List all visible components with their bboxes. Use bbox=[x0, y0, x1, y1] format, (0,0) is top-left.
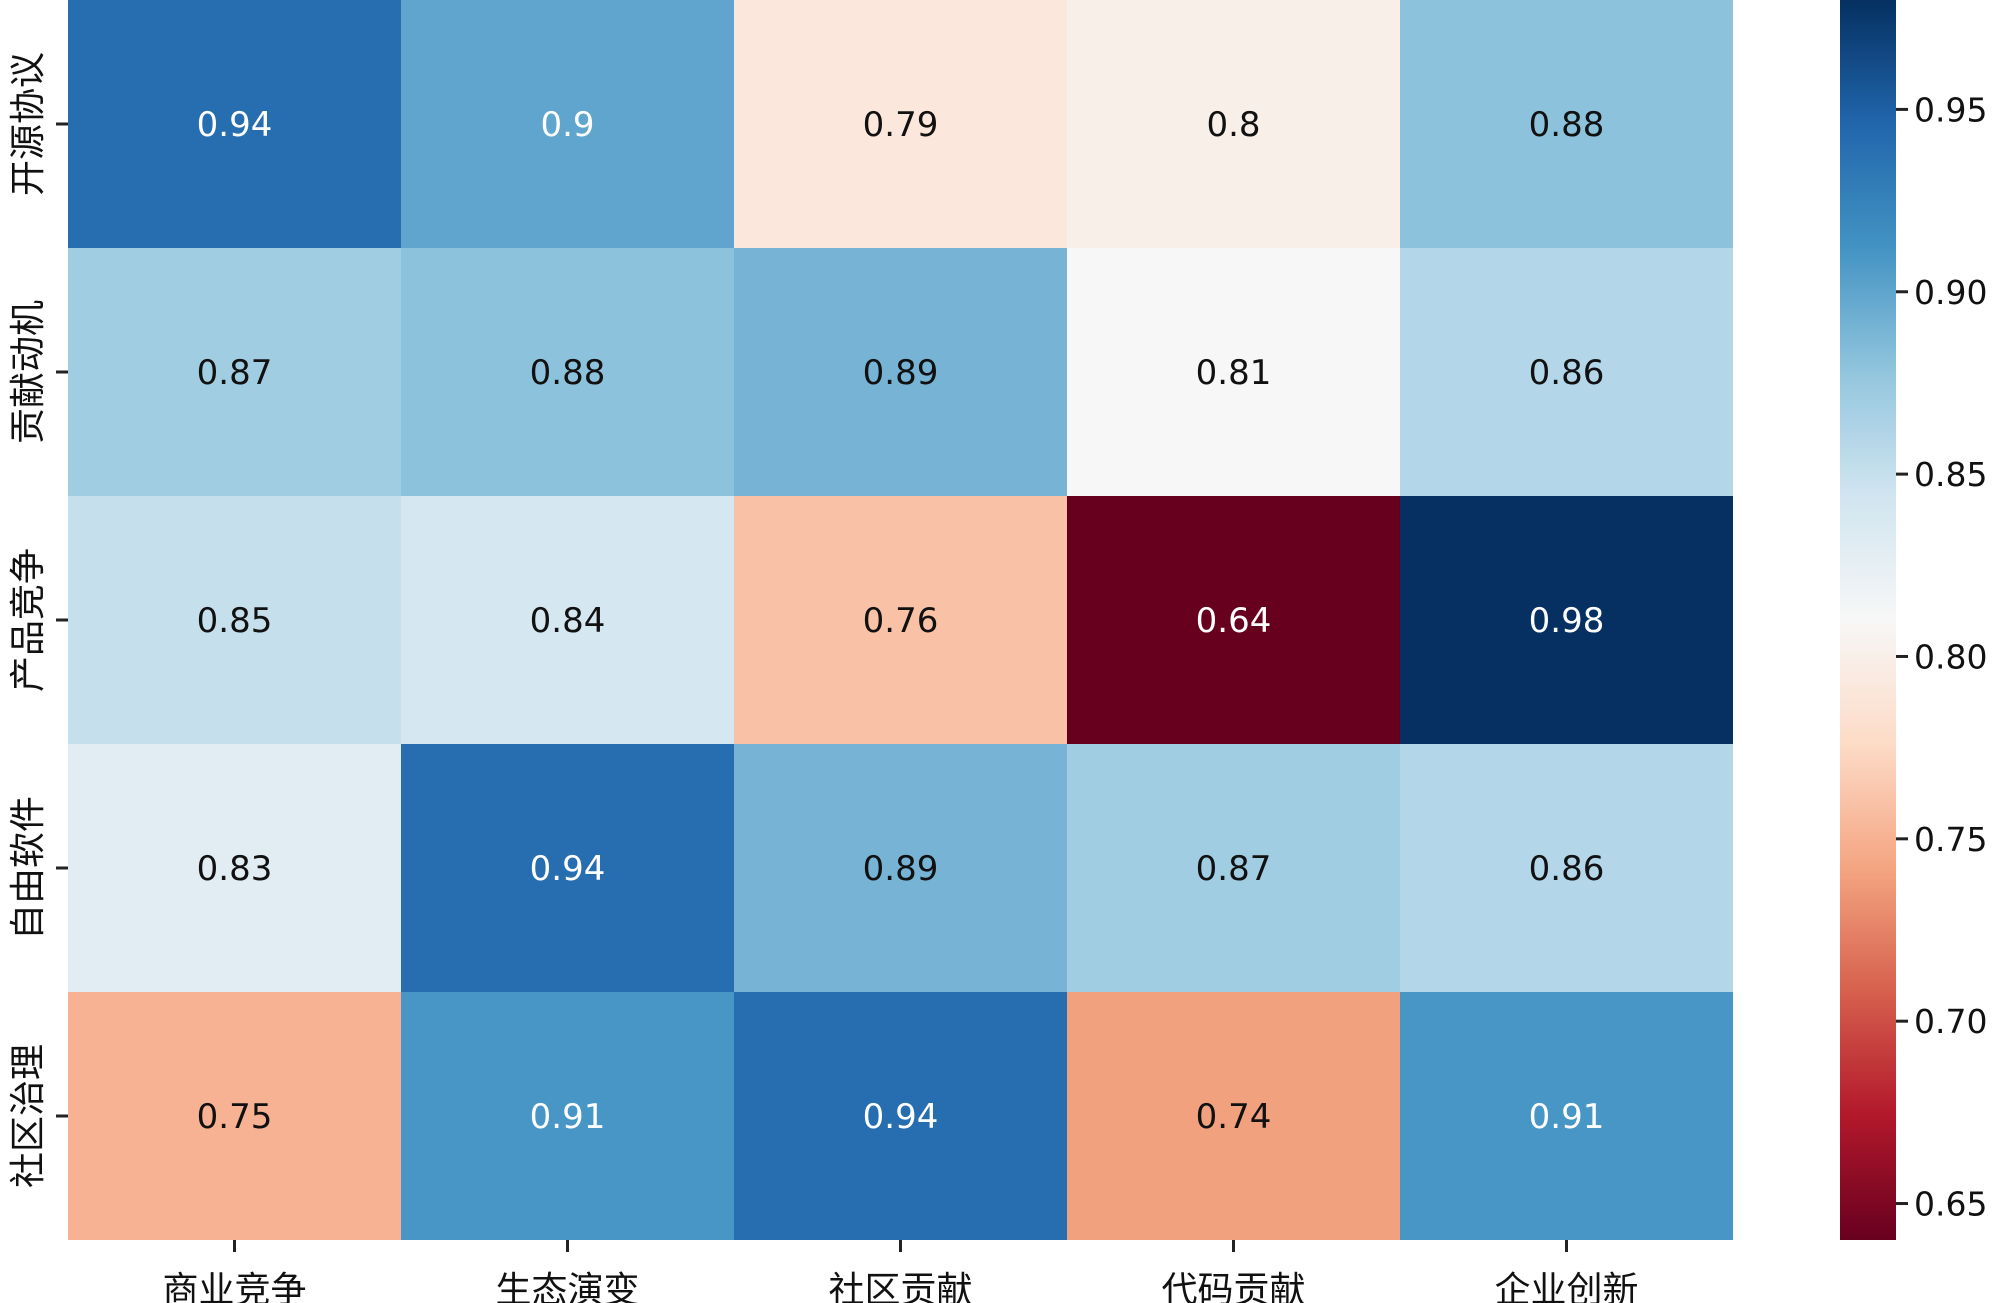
cell-value-label: 0.89 bbox=[863, 849, 939, 889]
heatmap-cell bbox=[401, 992, 734, 1240]
cell-value-label: 0.94 bbox=[863, 1097, 939, 1137]
cell-value-label: 0.86 bbox=[1529, 849, 1605, 889]
cell-value-label: 0.83 bbox=[197, 849, 273, 889]
colorbar-gradient bbox=[1840, 0, 1896, 1240]
heatmap-cell bbox=[734, 248, 1067, 496]
y-tick-label: 贡献动机 bbox=[8, 300, 49, 444]
colorbar-ticks: 0.65 0.70 0.75 0.80 0.85 0.90 0.95 bbox=[1896, 90, 1987, 1224]
colorbar-tick-label: 0.75 bbox=[1914, 820, 1987, 859]
heatmap-cell bbox=[68, 744, 401, 992]
cell-value-label: 0.87 bbox=[197, 353, 273, 393]
heatmap-cell bbox=[1067, 0, 1400, 248]
colorbar-tick-label: 0.65 bbox=[1914, 1185, 1987, 1224]
heatmap-cell bbox=[68, 0, 401, 248]
heatmap-cell bbox=[68, 248, 401, 496]
cell-value-label: 0.8 bbox=[1206, 105, 1260, 145]
cell-value-label: 0.91 bbox=[530, 1097, 606, 1137]
colorbar-tick-label: 0.90 bbox=[1914, 273, 1987, 312]
heatmap-cell bbox=[401, 496, 734, 744]
y-tick-label: 开源协议 bbox=[8, 52, 49, 196]
x-tick-label: 商业竞争 bbox=[162, 1270, 306, 1303]
heatmap-cell bbox=[1400, 248, 1733, 496]
cell-value-label: 0.94 bbox=[530, 849, 606, 889]
cell-value-label: 0.87 bbox=[1196, 849, 1272, 889]
x-tick-label: 企业创新 bbox=[1494, 1270, 1638, 1303]
cell-value-label: 0.89 bbox=[863, 353, 939, 393]
heatmap-cell bbox=[68, 992, 401, 1240]
heatmap-cells: 0.94 0.9 0.79 0.8 0.88 0.87 0.88 0.89 0.81 0.86 0.… bbox=[68, 0, 1733, 1240]
cell-value-label: 0.9 bbox=[540, 105, 594, 145]
heatmap-cell bbox=[734, 496, 1067, 744]
heatmap-cell bbox=[1067, 248, 1400, 496]
heatmap-cell bbox=[1067, 744, 1400, 992]
cell-value-label: 0.81 bbox=[1196, 353, 1272, 393]
heatmap-cell bbox=[734, 744, 1067, 992]
cell-value-label: 0.88 bbox=[1529, 105, 1605, 145]
heatmap-cell bbox=[1400, 744, 1733, 992]
x-axis: 商业竞争 生态演变 社区贡献 代码贡献 企业创新 bbox=[162, 1240, 1639, 1303]
heatmap-cell bbox=[401, 248, 734, 496]
x-tick-label: 社区贡献 bbox=[828, 1270, 972, 1303]
y-tick-label: 自由软件 bbox=[8, 796, 49, 940]
cell-value-label: 0.79 bbox=[863, 105, 939, 145]
heatmap-cell bbox=[1067, 496, 1400, 744]
colorbar-tick-label: 0.80 bbox=[1914, 637, 1987, 676]
cell-value-label: 0.84 bbox=[530, 601, 606, 641]
heatmap-cell bbox=[1067, 992, 1400, 1240]
heatmap-cell bbox=[1400, 0, 1733, 248]
heatmap-cell bbox=[1400, 496, 1733, 744]
cell-value-label: 0.94 bbox=[197, 105, 273, 145]
heatmap-cell bbox=[401, 0, 734, 248]
cell-value-label: 0.64 bbox=[1196, 601, 1272, 641]
colorbar-tick-label: 0.70 bbox=[1914, 1002, 1987, 1041]
x-tick-label: 代码贡献 bbox=[1161, 1270, 1305, 1303]
cell-value-label: 0.85 bbox=[197, 601, 273, 641]
cell-value-label: 0.76 bbox=[863, 601, 939, 641]
heatmap-cell bbox=[401, 744, 734, 992]
x-tick-label: 生态演变 bbox=[495, 1270, 639, 1303]
cell-value-label: 0.91 bbox=[1529, 1097, 1605, 1137]
cell-value-label: 0.86 bbox=[1529, 353, 1605, 393]
heatmap-cell bbox=[1400, 992, 1733, 1240]
colorbar-tick-label: 0.85 bbox=[1914, 455, 1987, 494]
heatmap-cell bbox=[68, 496, 401, 744]
y-tick-label: 产品竞争 bbox=[8, 548, 49, 692]
cell-value-label: 0.98 bbox=[1529, 601, 1605, 641]
cell-value-label: 0.88 bbox=[530, 353, 606, 393]
y-tick-label: 社区治理 bbox=[8, 1044, 49, 1188]
heatmap-cell bbox=[734, 992, 1067, 1240]
heatmap-cell bbox=[734, 0, 1067, 248]
colorbar-tick-label: 0.95 bbox=[1914, 90, 1987, 129]
cell-value-label: 0.75 bbox=[197, 1097, 273, 1137]
colorbar: 0.65 0.70 0.75 0.80 0.85 0.90 0.95 bbox=[1840, 0, 1987, 1240]
cell-value-label: 0.74 bbox=[1196, 1097, 1272, 1137]
